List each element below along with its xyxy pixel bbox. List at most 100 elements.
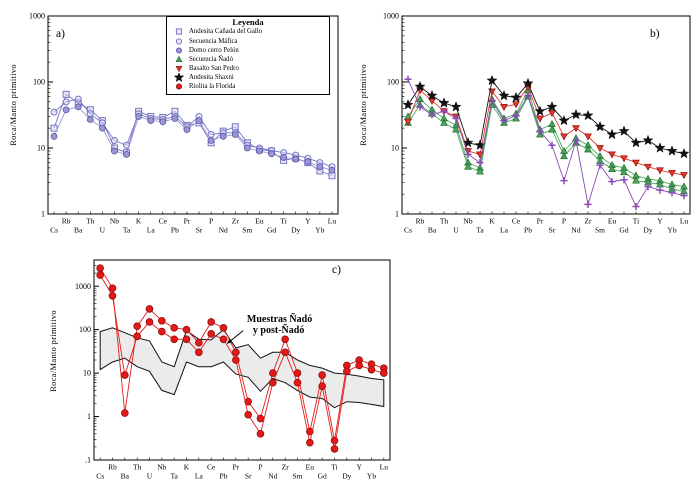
filled-circle-symbol [207, 137, 215, 144]
triangle-down-filled-legend-icon [175, 66, 183, 73]
filled-circle-symbol [111, 147, 118, 155]
filled-circle-symbol [380, 369, 388, 377]
triangle-up-symbol [560, 152, 568, 160]
filled-circle-symbol [219, 335, 228, 344]
triangle-up-symbol [488, 100, 496, 108]
x-category-label: Zr [584, 217, 592, 226]
x-category-label: Eu [608, 217, 617, 226]
plus-symbol [404, 75, 412, 83]
legend-entry-label: Secuencia Ñadó [189, 55, 233, 63]
x-category-label: Sm [595, 226, 605, 235]
y-tick-label: 10 [83, 369, 91, 378]
filled-circle-symbol [219, 132, 227, 140]
legend: Leyenda Andesita Cañada del Gallo Secuenc… [166, 16, 330, 95]
triangle-down-symbol [572, 125, 580, 133]
filled-circle-symbol [74, 103, 82, 111]
filled-circle-symbol [316, 163, 324, 171]
x-category-label: Pb [220, 472, 228, 481]
series-Domo cerro Pelón [50, 103, 336, 174]
filled-circle-symbol [170, 335, 178, 344]
triangle-down-symbol [608, 151, 616, 159]
square-symbol [175, 28, 183, 36]
series-line [53, 106, 333, 171]
x-category-label: Yb [315, 226, 324, 235]
x-category-label: Th [86, 217, 95, 226]
filled-circle-symbol [306, 438, 314, 447]
plus-symbol [512, 111, 520, 120]
x-category-label: Sr [245, 472, 252, 481]
x-category-label: Nb [463, 217, 472, 226]
x-category-label: Y [657, 217, 663, 226]
x-category-label: Ba [74, 226, 83, 235]
legend-entry-label: Andesita Cañada del Gallo [189, 28, 263, 36]
x-category-label: Yb [367, 472, 376, 481]
x-category-label: Rb [62, 217, 71, 226]
triangle-up-symbol [440, 118, 448, 126]
filled-circle-symbol [145, 318, 154, 326]
triangle-up-symbol [620, 168, 628, 176]
x-category-label: Cs [50, 226, 58, 235]
plus-symbol [584, 200, 592, 208]
triangle-down-symbol [536, 115, 544, 123]
plus-symbol [656, 186, 664, 194]
x-category-label: Rb [416, 217, 425, 226]
filled-circle-symbol [86, 116, 94, 123]
x-category-label: U [100, 226, 106, 235]
x-category-label: Dy [342, 472, 351, 481]
x-category-label: Zr [282, 463, 290, 472]
star-symbol [402, 99, 414, 110]
series-cruz-morada [404, 75, 688, 211]
x-category-label: Ce [512, 217, 521, 226]
y-tick-label: 1 [395, 210, 399, 219]
plus-symbol [560, 177, 568, 185]
filled-circle-symbol [269, 378, 277, 387]
filled-circle-symbol [355, 361, 363, 370]
filled-circle-symbol [135, 113, 143, 120]
triangle-down-symbol [668, 169, 676, 178]
filled-circle-symbol [293, 369, 302, 377]
legend-entry: Secuencia Máfica [169, 37, 327, 46]
x-category-label: K [489, 217, 495, 226]
triangle-down-symbol [560, 133, 568, 141]
spider-diagram-a: 1101001000CsRbBaThUNbTaKLaCePbPrSrPNdZrS… [29, 12, 339, 235]
filled-circle-symbol [343, 367, 351, 376]
star-symbol [666, 145, 678, 156]
star-symbol [522, 77, 534, 89]
filled-circle-symbol [108, 292, 117, 300]
plus-symbol [476, 159, 484, 167]
x-category-label: Ce [207, 463, 216, 472]
filled-circle-symbol [328, 166, 336, 174]
star-symbol [173, 73, 185, 83]
filled-circle-symbol [281, 335, 289, 344]
x-category-label: Yb [667, 226, 676, 235]
y-tick-label: 1 [41, 210, 45, 219]
filled-circle-symbol [183, 126, 191, 134]
x-category-label: Eu [255, 217, 264, 226]
legend-entry: Secuencia Ñadó [169, 55, 327, 64]
square-open-legend-icon [175, 28, 183, 36]
x-category-label: Nd [571, 226, 580, 235]
y-tick-label: 1000 [29, 12, 45, 21]
filled-circle-symbol [280, 154, 288, 161]
x-category-label: Y [305, 217, 311, 226]
x-category-label: Ba [121, 472, 130, 481]
series-Basalto San Pedro [404, 83, 688, 180]
triangle-up-filled-legend-icon [175, 55, 183, 62]
filled-circle-symbol [292, 155, 300, 163]
star-symbol [618, 125, 630, 136]
square-symbol [50, 124, 58, 132]
annotation-arrow-head [227, 339, 232, 344]
triangle-down-symbol [656, 167, 664, 175]
legend-entry-label: Domo cerro Pelón [189, 46, 239, 54]
legend-entry-label: Secuencia Máfica [189, 37, 238, 45]
filled-circle-symbol [62, 106, 70, 114]
x-category-label: Eu [306, 463, 315, 472]
x-category-label: Pr [537, 217, 544, 226]
filled-circle-symbol [182, 335, 191, 344]
y-tick-label: 100 [79, 325, 91, 334]
filled-circle-symbol [256, 414, 265, 423]
panel-c: Roca/Manto primitivo .1 1 10 100 1000 Cs Rb Ba T… [46, 252, 398, 492]
star-symbol [558, 114, 570, 126]
y-tick-label: 1 [87, 412, 91, 421]
filled-circle-symbol [158, 316, 166, 325]
